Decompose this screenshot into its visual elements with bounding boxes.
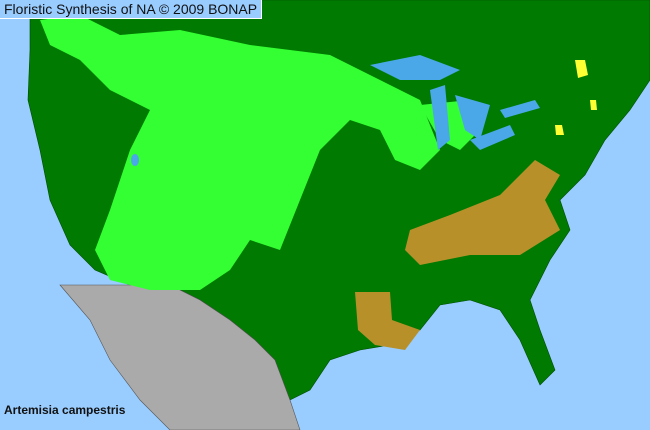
great-salt-lake — [131, 154, 139, 166]
great-lakes — [370, 55, 540, 150]
species-label: Artemisia campestris — [2, 402, 130, 418]
map-title: Floristic Synthesis of NA © 2009 BONAP — [0, 0, 263, 19]
range-rare-louisiana — [355, 292, 420, 350]
range-yellow-northeast — [555, 60, 597, 135]
range-rare-appalachia — [405, 160, 560, 265]
range-present — [40, 15, 440, 290]
